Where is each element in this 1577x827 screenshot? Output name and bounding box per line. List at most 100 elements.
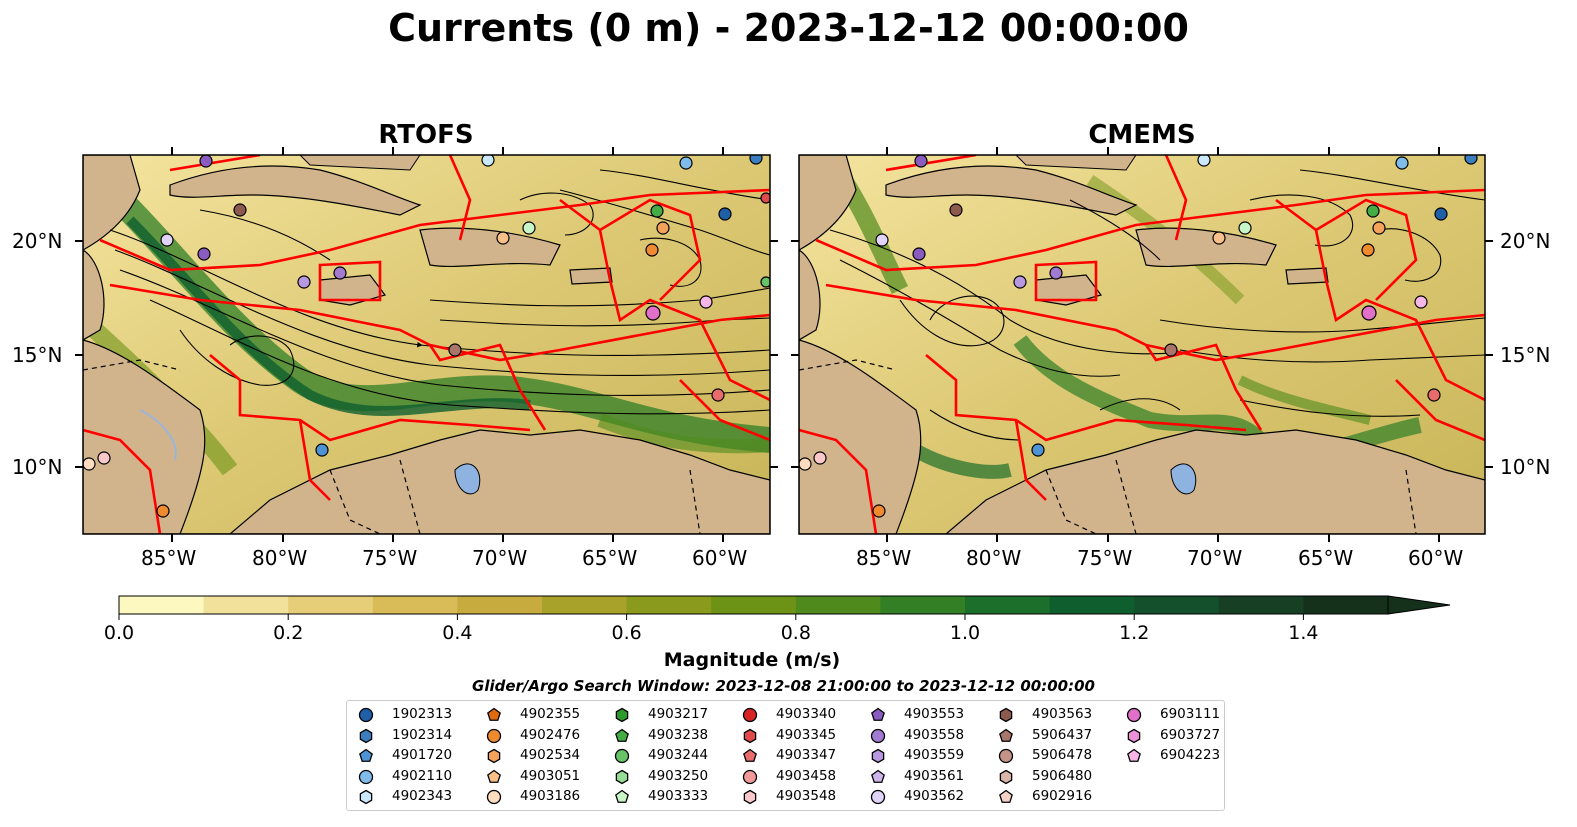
float-marker (813, 451, 827, 465)
circle-marker-icon (486, 789, 502, 805)
colorbar-tick-label: 0.8 (780, 622, 811, 644)
lon-label-85w: 85°W (856, 546, 912, 570)
land-bahamas (299, 155, 421, 171)
colorbar-frame (118, 595, 1388, 615)
current-band (1237, 375, 1372, 425)
lon-label-60w: 60°W (1408, 546, 1464, 570)
lat-label-15n-right: 15°N (1500, 343, 1551, 367)
hexagon-marker-icon (359, 789, 373, 805)
current-band (110, 190, 770, 453)
lat-label-20n-left: 20°N (12, 229, 63, 253)
colorbar-segment (626, 596, 712, 614)
lake-maracaibo (1170, 463, 1197, 495)
legend-label: 6904223 (1160, 747, 1221, 763)
legend-label: 4902534 (520, 747, 581, 763)
colorbar-tick-label: 0.0 (103, 622, 135, 644)
hexagon-marker-icon (1127, 728, 1141, 743)
float-marker (949, 203, 963, 217)
legend-label: 5906437 (1032, 726, 1093, 743)
float-marker (1361, 243, 1375, 257)
legend-label: 4903345 (776, 726, 837, 743)
lat-label-10n-left: 10°N (12, 455, 63, 479)
colorbar-segment (965, 596, 1051, 614)
float-marker (1197, 155, 1211, 167)
hexagon-marker-icon (871, 748, 885, 764)
land-bahamas (1015, 155, 1137, 171)
colorbar-segment (203, 596, 289, 614)
panel-title-rtofs: RTOFS (378, 120, 474, 150)
legend-label: 1902313 (392, 706, 453, 722)
float-marker (1366, 204, 1380, 218)
colorbar-tick-label: 0.2 (273, 622, 304, 644)
colorbar-segment (119, 596, 205, 614)
legend-label: 4903340 (776, 706, 837, 722)
float-marker (333, 266, 347, 280)
circle-marker-icon (358, 707, 374, 723)
current-band (911, 443, 1012, 479)
colorbar-tick-label: 1.0 (949, 622, 981, 644)
pentagon-marker-icon (871, 707, 885, 721)
float-marker (760, 192, 770, 204)
float-marker (875, 233, 889, 247)
land-borders (799, 359, 1417, 534)
lon-label-65w: 65°W (1298, 546, 1354, 570)
legend-label: 4903347 (776, 747, 837, 763)
lat-label-20n-right: 20°N (1500, 229, 1551, 253)
panel-frame (82, 154, 771, 535)
pentagon-marker-icon (359, 748, 373, 762)
eez-boundaries (83, 155, 770, 534)
circle-marker-icon (486, 728, 502, 743)
lat-label-15n-left: 15°N (12, 343, 63, 367)
circle-marker-icon (998, 748, 1014, 764)
legend-label: 4903548 (776, 788, 837, 804)
colorbar-segment (288, 596, 374, 614)
lon-label-80w: 80°W (966, 546, 1022, 570)
float-marker (160, 233, 174, 247)
float-marker (197, 247, 211, 261)
legend-label: 4902110 (392, 767, 453, 784)
float-marker (297, 275, 311, 289)
float-marker (448, 343, 462, 357)
legend-label: 4902355 (520, 706, 581, 722)
hexagon-marker-icon (487, 748, 501, 764)
float-marker (481, 155, 495, 167)
figure-title: Currents (0 m) - 2023-12-12 00:00:00 (388, 6, 1189, 50)
land-cuba (169, 165, 422, 216)
land-south-america (83, 250, 770, 534)
panel-frame (798, 154, 1486, 535)
float-marker (156, 504, 170, 518)
circle-marker-icon (870, 728, 886, 743)
legend-label: 4903563 (1032, 706, 1093, 722)
colorbar-segment (880, 596, 966, 614)
legend-label: 4903559 (904, 747, 965, 763)
legend-label: 4902343 (392, 788, 453, 804)
colorbar-segment (1218, 596, 1304, 614)
land-central-america (799, 249, 821, 341)
colorbar-segment (1049, 596, 1135, 614)
land-south-america (799, 250, 1485, 534)
colorbar-tick-label: 1.2 (1119, 622, 1150, 644)
legend-label: 6902916 (1032, 788, 1093, 804)
legend-label: 5906480 (1032, 767, 1093, 784)
pentagon-marker-icon (743, 748, 757, 762)
streamlines (829, 169, 1485, 441)
float-marker (650, 204, 664, 218)
float-marker (97, 451, 111, 465)
legend-label: 4903458 (776, 767, 837, 784)
hexagon-marker-icon (999, 707, 1013, 723)
float-marker (872, 504, 886, 518)
float-marker (1238, 221, 1252, 235)
search-window-text: Glider/Argo Search Window: 2023-12-08 21… (472, 677, 1095, 695)
lon-label-75w: 75°W (1077, 546, 1133, 570)
legend-label: 4903553 (904, 706, 965, 722)
land-central-america (799, 339, 922, 534)
legend-label: 4903051 (520, 767, 581, 784)
circle-marker-icon (1126, 707, 1142, 723)
legend-label: 4903250 (648, 767, 709, 784)
legend-label: 4903217 (648, 706, 709, 722)
land-central-america (83, 249, 105, 341)
float-markers (799, 155, 1478, 518)
legend-label: 1902314 (392, 726, 453, 743)
map-panel-rtofs (83, 155, 770, 534)
float-marker (749, 155, 763, 165)
